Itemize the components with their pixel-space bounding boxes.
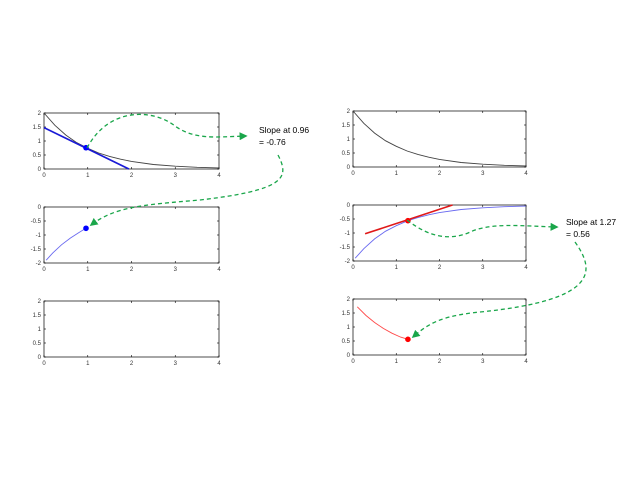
y-tick-label: -1	[36, 233, 42, 239]
annotation-left: Slope at 0.96 = -0.76	[259, 125, 309, 147]
x-tick-label: 2	[438, 265, 442, 271]
y-tick-label: 0.5	[342, 339, 351, 345]
plot-frame	[352, 298, 527, 356]
y-tick-label: -0.5	[340, 217, 351, 223]
x-tick-label: 4	[217, 267, 221, 273]
annotation-right-line2: = 0.56	[566, 229, 590, 239]
x-tick-label: 2	[130, 361, 134, 367]
y-tick-label: -2	[345, 259, 351, 265]
x-tick-label: 3	[481, 265, 485, 271]
y-tick-label: 1.5	[33, 313, 42, 319]
y-tick-label: 0.5	[33, 341, 42, 347]
x-tick-label: 4	[524, 265, 528, 271]
panel-right-middle: 0 1 2 3 4 -2 -1.5 -1 -0.5 0	[340, 203, 529, 271]
y-tick-label: -1	[345, 231, 351, 237]
y-tick-label: 1.5	[342, 123, 351, 129]
x-tick-label: 2	[438, 359, 442, 365]
y-tick-label: 1	[347, 325, 351, 331]
y-tick-label: 0	[38, 205, 42, 211]
curve-line	[352, 110, 527, 167]
plot-frame	[43, 300, 220, 358]
panel-left-bottom: 0 1 2 3 4 0 0.5 1 1.5 2	[33, 299, 222, 367]
x-tick-label: 1	[395, 359, 399, 365]
x-tick-label: 0	[351, 171, 355, 177]
arrow-right-upper	[406, 219, 559, 238]
plot-frame	[352, 110, 527, 168]
highlight-point	[405, 336, 411, 343]
y-tick-label: 1.5	[342, 311, 351, 317]
y-tick-label: -1.5	[31, 247, 42, 253]
y-tick-label: 2	[38, 299, 42, 305]
x-tick-label: 3	[481, 171, 485, 177]
y-tick-label: 1	[38, 139, 42, 145]
x-tick-label: 3	[481, 359, 485, 365]
plot-frame	[352, 204, 527, 262]
x-tick-label: 1	[395, 265, 399, 271]
y-tick-label: 1.5	[33, 125, 42, 131]
x-tick-label: 4	[217, 173, 221, 179]
y-tick-label: 0	[38, 355, 42, 361]
annotation-right: Slope at 1.27 = 0.56	[566, 217, 616, 239]
x-tick-label: 4	[524, 171, 528, 177]
y-tick-label: 0.5	[342, 151, 351, 157]
annotation-arrows	[86, 113, 587, 339]
panel-left-top: 0 1 2 3 4 0 0.5 1 1.5 2	[33, 111, 222, 179]
annotation-left-line2: = -0.76	[259, 137, 286, 147]
y-tick-label: 0	[347, 165, 351, 171]
x-tick-label: 2	[130, 173, 134, 179]
arrow-left-lower	[89, 154, 284, 226]
y-tick-label: 2	[347, 109, 351, 115]
x-tick-label: 1	[86, 173, 90, 179]
y-tick-label: 2	[38, 111, 42, 117]
curve-line	[356, 306, 409, 340]
x-tick-label: 1	[395, 171, 399, 177]
y-tick-label: -1.5	[340, 245, 351, 251]
curve-line	[45, 227, 87, 261]
x-tick-label: 4	[217, 361, 221, 367]
arrow-right-lower	[411, 241, 587, 339]
panel-right-top: 0 1 2 3 4 0 0.5 1 1.5 2	[342, 109, 529, 177]
annotation-right-line1: Slope at 1.27	[566, 217, 616, 227]
x-tick-label: 1	[86, 361, 90, 367]
y-tick-label: 0	[38, 167, 42, 173]
arrow-left-upper	[86, 113, 248, 149]
x-tick-label: 3	[174, 267, 178, 273]
y-tick-label: 0.5	[33, 153, 42, 159]
curve-line	[354, 205, 527, 259]
x-tick-label: 2	[130, 267, 134, 273]
panel-left-middle: 0 1 2 3 4 -2 -1.5 -1 -0.5 0	[31, 205, 222, 273]
x-tick-label: 0	[42, 173, 46, 179]
y-tick-label: 1	[347, 137, 351, 143]
y-tick-label: -0.5	[31, 219, 42, 225]
x-tick-label: 4	[524, 359, 528, 365]
annotation-left-line1: Slope at 0.96	[259, 125, 309, 135]
panel-right-bottom: 0 1 2 3 4 0 0.5 1 1.5 2	[342, 297, 529, 365]
plot-frame	[43, 206, 220, 264]
curve-line	[43, 112, 220, 169]
y-tick-label: 1	[38, 327, 42, 333]
highlight-point	[83, 225, 89, 232]
x-tick-label: 0	[42, 361, 46, 367]
y-tick-label: -2	[36, 261, 42, 267]
x-tick-label: 2	[438, 171, 442, 177]
y-tick-label: 2	[347, 297, 351, 303]
y-tick-label: 0	[347, 203, 351, 209]
x-tick-label: 3	[174, 173, 178, 179]
x-tick-label: 0	[42, 267, 46, 273]
y-tick-label: 0	[347, 353, 351, 359]
x-tick-label: 3	[174, 361, 178, 367]
x-tick-label: 0	[351, 359, 355, 365]
x-tick-label: 0	[351, 265, 355, 271]
x-tick-label: 1	[86, 267, 90, 273]
